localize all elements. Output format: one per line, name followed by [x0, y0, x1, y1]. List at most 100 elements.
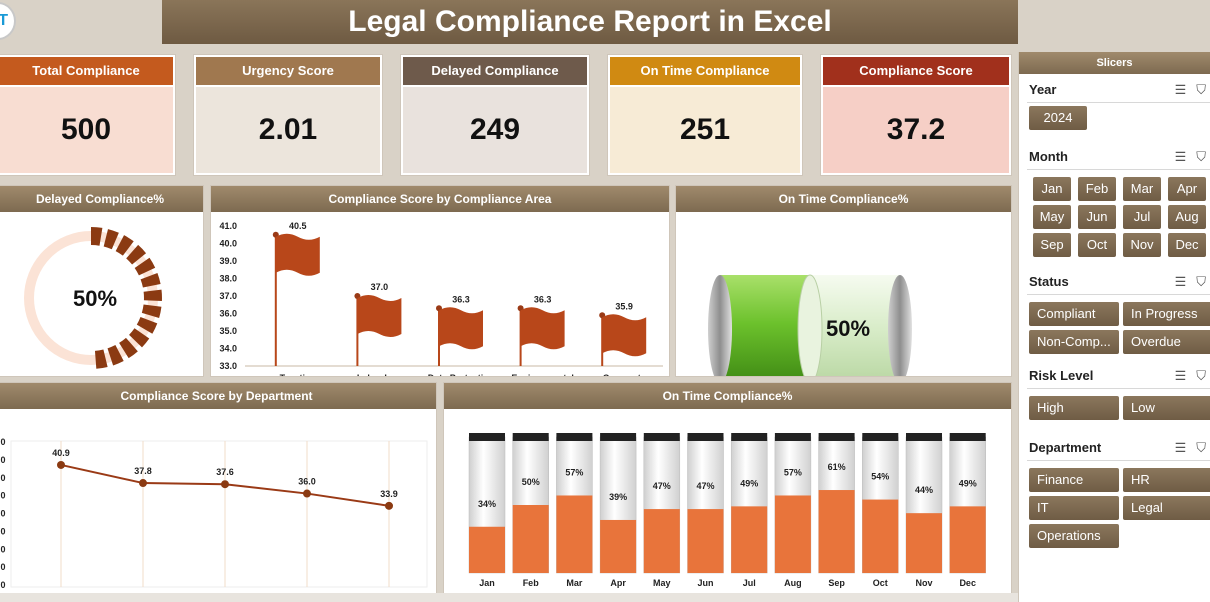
- sheet-scrollbar[interactable]: [0, 593, 1018, 602]
- bar-cap: [600, 433, 637, 441]
- slicer-divider: [1027, 102, 1210, 103]
- kpi-card: Urgency Score 2.01: [193, 54, 383, 176]
- data-label: 40.5: [289, 221, 307, 231]
- x-tick-label: Data Protection: [428, 373, 495, 376]
- slicer-risk-level-title: Risk Level: [1029, 368, 1094, 383]
- slicer-item[interactable]: Non-Comp...: [1029, 330, 1119, 354]
- y-tick-label: .0: [0, 544, 6, 554]
- y-tick-label: .0: [0, 509, 6, 519]
- bar-cap: [731, 433, 768, 441]
- slicer-item[interactable]: May: [1033, 205, 1071, 229]
- y-tick-label: 35.0: [219, 326, 237, 336]
- data-label: 44%: [915, 485, 933, 495]
- bar-cap: [556, 433, 593, 441]
- score-by-area-panel: Compliance Score by Compliance Area 41.0…: [210, 185, 670, 395]
- ontime-compliance-cylinder: 50%: [708, 274, 912, 384]
- y-tick-label: 39.0: [219, 256, 237, 266]
- multi-select-icon[interactable]: ☰: [1174, 440, 1197, 455]
- ontime-monthly-panel: On Time Compliance% 34% Jan 50% Feb 57% Mar 39…: [443, 382, 1012, 594]
- slicer-item[interactable]: Compliant: [1029, 302, 1119, 326]
- data-label: 37.0: [371, 282, 389, 292]
- slicer-department-title: Department: [1029, 440, 1102, 455]
- y-tick-label: .0: [0, 491, 6, 501]
- slicer-item[interactable]: Jun: [1078, 205, 1116, 229]
- data-label: 36.3: [452, 294, 470, 304]
- plot-area: [10, 440, 428, 588]
- kpi-label: On Time Compliance: [610, 57, 800, 85]
- ontime-monthly-chart: 34% Jan 50% Feb 57% Mar 39% Apr 47% May 47% Jun 49% J…: [468, 433, 986, 588]
- x-tick-label: Nov: [915, 578, 932, 588]
- bar: [906, 513, 942, 573]
- x-tick-label: Jul: [743, 578, 756, 588]
- score-by-dept-panel: Compliance Score by Department .0 .0 .0 .0.…: [0, 382, 437, 594]
- y-tick-label: 41.0: [219, 221, 237, 231]
- cylinder-edge: [797, 274, 823, 384]
- slicer-item[interactable]: Aug: [1168, 205, 1206, 229]
- slicer-item[interactable]: In Progress: [1123, 302, 1210, 326]
- panel-title: On Time Compliance%: [444, 383, 1011, 409]
- clear-filter-icon[interactable]: ⛉: [1196, 274, 1210, 289]
- slicer-item[interactable]: Low: [1123, 396, 1210, 420]
- data-label: 35.9: [615, 301, 633, 311]
- x-tick-label: Feb: [523, 578, 540, 588]
- y-tick-label: .0: [0, 455, 6, 465]
- bar-cap: [818, 433, 855, 441]
- data-label: 36.3: [534, 294, 552, 304]
- bar-cap: [949, 433, 986, 441]
- slicer-divider: [1027, 169, 1210, 170]
- kpi-card: Total Compliance 500: [0, 54, 176, 176]
- bar: [469, 526, 505, 573]
- slicer-item[interactable]: Sep: [1033, 233, 1071, 257]
- slicer-item[interactable]: Finance: [1029, 468, 1119, 492]
- slicer-item[interactable]: Nov: [1123, 233, 1161, 257]
- slicer-item[interactable]: High: [1029, 396, 1119, 420]
- score-by-area-chart: 41.0 40.0 39.0 38.0 37.0 36.0 35.0 34.0 33.0 40.5…: [219, 221, 663, 395]
- slicer-item[interactable]: Oct: [1078, 233, 1116, 257]
- slicer-item[interactable]: Jan: [1033, 177, 1071, 201]
- slicer-item[interactable]: Legal: [1123, 496, 1210, 520]
- multi-select-icon[interactable]: ☰: [1174, 274, 1197, 289]
- multi-select-icon[interactable]: ☰: [1174, 368, 1197, 383]
- bar: [949, 506, 986, 573]
- clear-filter-icon[interactable]: ⛉: [1196, 149, 1210, 164]
- x-tick-label: Sep: [828, 578, 845, 588]
- cylinder-cap-left: [708, 275, 732, 383]
- clear-filter-icon[interactable]: ⛉: [1196, 368, 1210, 383]
- x-tick-label: Labor Law: [357, 373, 403, 376]
- company-logo: T: [0, 2, 16, 40]
- bar: [818, 490, 855, 573]
- bar-cap: [774, 433, 811, 441]
- slicer-year-title: Year: [1029, 82, 1057, 97]
- cylinder-fill: [720, 275, 810, 383]
- y-tick-label: 37.0: [219, 291, 237, 301]
- bar-cap: [687, 433, 724, 441]
- kpi-card: On Time Compliance 251: [607, 54, 803, 176]
- slicer-item[interactable]: Dec: [1168, 233, 1206, 257]
- data-label: 54%: [871, 472, 889, 482]
- multi-select-icon[interactable]: ☰: [1174, 149, 1197, 164]
- slicer-item[interactable]: Apr: [1168, 177, 1206, 201]
- data-label: 40.9: [52, 448, 70, 458]
- y-tick-label: 33.0: [219, 361, 237, 371]
- multi-select-icon[interactable]: ☰: [1174, 82, 1197, 97]
- x-tick-label: Oct: [873, 578, 888, 588]
- clear-filter-icon[interactable]: ⛉: [1196, 440, 1210, 455]
- x-tick-label: Environmental: [511, 373, 574, 376]
- slicer-item[interactable]: Overdue: [1123, 330, 1210, 354]
- slicer-item[interactable]: Jul: [1123, 205, 1161, 229]
- slicer-divider: [1027, 460, 1210, 461]
- data-label: 39%: [609, 492, 627, 502]
- slicer-item[interactable]: Feb: [1078, 177, 1116, 201]
- bar: [520, 307, 565, 350]
- slicer-item[interactable]: Mar: [1123, 177, 1161, 201]
- clear-filter-icon[interactable]: ⛉: [1196, 82, 1210, 97]
- slicer-item[interactable]: 2024: [1029, 106, 1087, 130]
- bar-cap: [862, 433, 899, 441]
- slicer-item[interactable]: HR: [1123, 468, 1210, 492]
- slicer-item[interactable]: IT: [1029, 496, 1119, 520]
- data-label: 36.0: [298, 477, 316, 487]
- slicer-item[interactable]: Operations: [1029, 524, 1119, 548]
- delayed-compliance-panel: Delayed Compliance% 50%: [0, 185, 204, 377]
- data-label: 61%: [828, 462, 846, 472]
- bar: [602, 314, 647, 357]
